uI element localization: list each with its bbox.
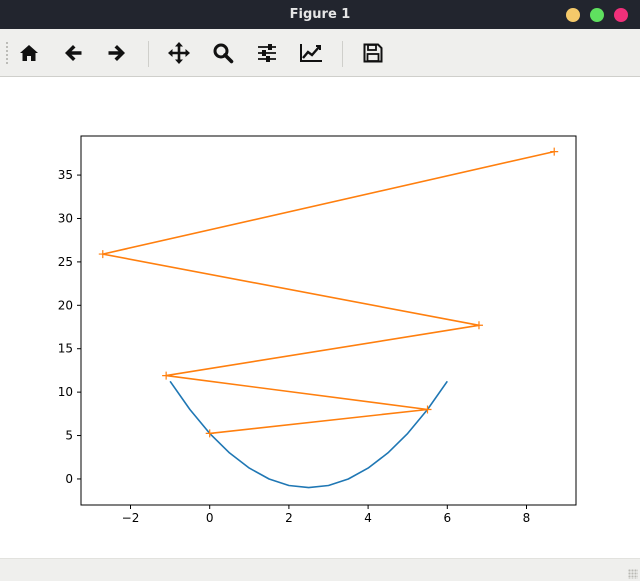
x-tick-label: 6 [443,511,451,525]
series-2-line [102,150,555,435]
series-2-point [474,321,483,330]
back-arrow-icon [65,45,82,61]
x-tick-label: −2 [122,511,140,525]
toolbar-separator [342,41,343,67]
resize-grip[interactable] [628,569,638,579]
series-2-point [205,429,214,438]
y-tick-label: 15 [58,342,73,356]
y-tick-label: 35 [58,168,73,182]
status-bar [0,558,640,581]
y-tick-label: 20 [58,298,73,312]
close-button[interactable] [614,8,628,22]
plot-figure: −2 0 2 4 6 8 0 5 10 15 20 25 30 35 [58,135,577,525]
navigation-toolbar [0,29,640,77]
forward-arrow-icon [108,45,125,61]
y-tick-label: 0 [65,472,73,486]
y-tick-label: 10 [58,385,73,399]
edit-axes-icon [300,44,322,62]
save-icon [363,43,383,63]
home-button[interactable] [14,38,44,68]
configure-subplots-button[interactable] [252,38,282,68]
x-tick-label: 8 [523,511,531,525]
window-title: Figure 1 [289,7,351,22]
home-icon [20,45,38,61]
pan-icon [168,42,190,64]
y-tick-label: 30 [58,211,73,225]
edit-axes-button[interactable] [296,38,326,68]
x-tick-label: 4 [364,511,372,525]
minimize-button[interactable] [566,8,580,22]
series-2-point [550,147,559,156]
back-button[interactable] [58,38,88,68]
axes-frame [80,135,577,506]
zoom-icon [213,43,234,64]
y-tick-label: 5 [65,429,73,443]
series-1-line [169,380,448,489]
window-titlebar: Figure 1 [0,0,640,29]
maximize-button[interactable] [590,8,604,22]
x-tick-label: 2 [285,511,293,525]
zoom-button[interactable] [208,38,238,68]
y-tick-label: 25 [58,255,73,269]
series-2-point [162,371,171,380]
series-2-point [423,405,432,414]
x-tick-label: 0 [206,511,214,525]
series-2-point [98,250,107,259]
forward-button[interactable] [102,38,132,68]
save-button[interactable] [358,38,388,68]
figure-canvas[interactable]: −2 0 2 4 6 8 0 5 10 15 20 25 30 35 [0,77,640,558]
pan-button[interactable] [164,38,194,68]
configure-subplots-icon [258,44,276,62]
toolbar-separator [148,41,149,67]
toolbar-grip[interactable] [5,41,9,65]
